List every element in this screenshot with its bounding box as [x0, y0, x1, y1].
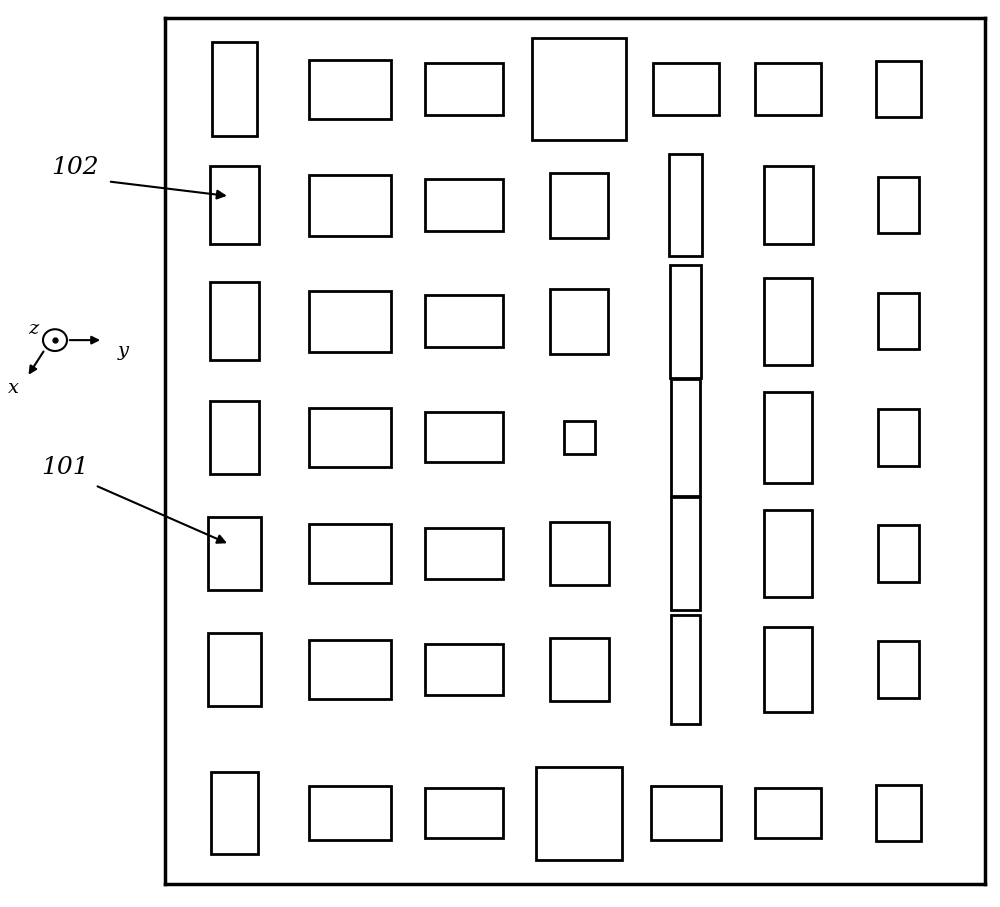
Bar — [876, 785, 921, 842]
Text: 102: 102 — [51, 156, 99, 180]
Bar — [208, 633, 261, 707]
Bar — [210, 282, 259, 360]
Text: y: y — [118, 342, 128, 360]
Bar — [755, 63, 821, 115]
Bar — [878, 409, 919, 465]
Bar — [764, 627, 812, 712]
Bar — [212, 43, 257, 136]
Text: x: x — [7, 379, 18, 397]
Bar — [425, 644, 503, 695]
Bar — [671, 379, 700, 496]
Bar — [425, 296, 503, 347]
Bar — [308, 60, 390, 119]
Bar — [671, 497, 700, 610]
Bar — [308, 524, 390, 583]
Bar — [876, 61, 921, 117]
Bar — [764, 392, 812, 483]
Bar — [653, 63, 718, 115]
Bar — [532, 38, 626, 141]
Bar — [878, 177, 919, 233]
Bar — [308, 175, 390, 236]
Bar — [651, 786, 721, 840]
Bar — [878, 525, 919, 581]
Bar — [878, 641, 919, 697]
Bar — [308, 786, 390, 840]
Bar — [210, 166, 259, 244]
Bar — [308, 291, 390, 352]
Text: z: z — [28, 320, 38, 338]
Bar — [764, 510, 812, 597]
Bar — [425, 180, 503, 231]
Circle shape — [43, 329, 67, 351]
Bar — [425, 788, 503, 838]
Bar — [564, 421, 595, 454]
Bar — [425, 528, 503, 579]
Bar — [308, 640, 390, 699]
Bar — [670, 265, 701, 377]
Bar — [425, 413, 503, 463]
Bar — [425, 63, 503, 115]
Bar — [550, 172, 608, 238]
Bar — [878, 293, 919, 349]
Bar — [550, 288, 608, 354]
Bar — [308, 408, 390, 467]
Bar — [764, 166, 813, 244]
Bar — [210, 401, 259, 474]
Bar — [550, 639, 609, 701]
Bar — [755, 788, 821, 838]
Bar — [671, 615, 700, 724]
Bar — [536, 766, 622, 860]
Bar — [550, 522, 609, 585]
Bar — [211, 772, 258, 854]
Text: 101: 101 — [41, 455, 89, 479]
Bar — [764, 278, 812, 365]
Bar — [208, 517, 261, 590]
Bar — [669, 154, 702, 257]
